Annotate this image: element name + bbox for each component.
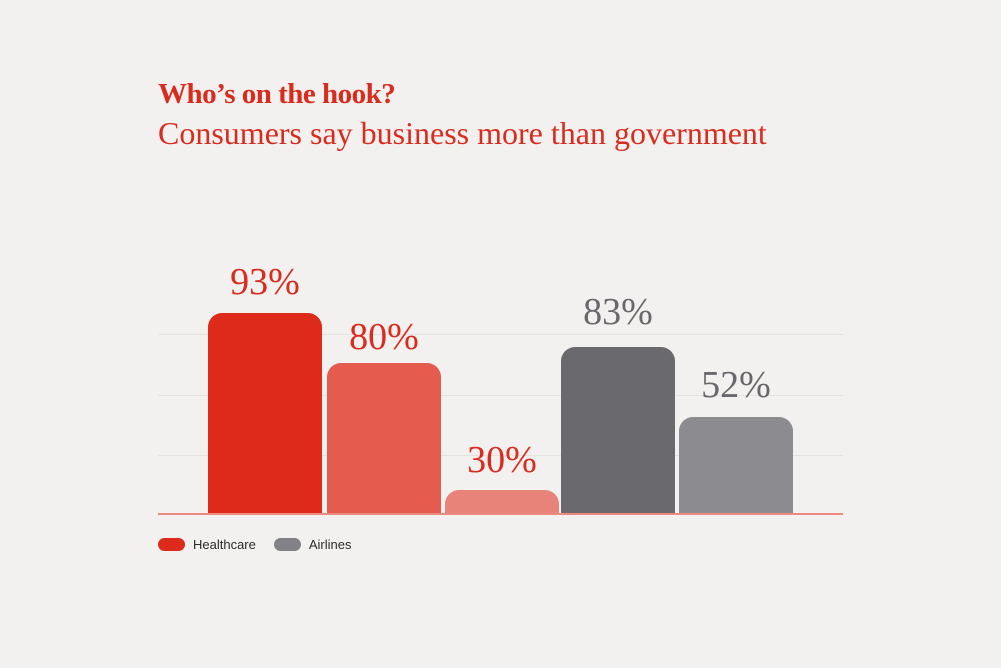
x-axis-baseline bbox=[158, 513, 843, 515]
gridline bbox=[158, 334, 843, 335]
chart-header: Who’s on the hook? Consumers say busines… bbox=[158, 78, 767, 151]
legend-label: Healthcare bbox=[193, 537, 256, 552]
bar-healthcare-80 bbox=[327, 363, 441, 514]
gridline bbox=[158, 455, 843, 456]
bar-airlines-83 bbox=[561, 347, 675, 514]
bar-value-label-30: 30% bbox=[467, 439, 537, 481]
bar-value-label-52: 52% bbox=[701, 364, 771, 406]
bar-value-label-83: 83% bbox=[583, 291, 653, 333]
bar-healthcare-30 bbox=[445, 490, 559, 514]
chart-subtitle: Consumers say business more than governm… bbox=[158, 115, 767, 151]
legend-swatch-icon bbox=[273, 538, 301, 551]
bar-value-label-93: 93% bbox=[230, 261, 300, 303]
bar-value-label-80: 80% bbox=[349, 316, 419, 358]
chart-legend: Healthcare Airlines bbox=[158, 537, 352, 552]
chart-title: Who’s on the hook? bbox=[158, 78, 396, 110]
legend-item-healthcare: Healthcare bbox=[158, 537, 256, 552]
bar-airlines-52 bbox=[679, 417, 793, 514]
bar-healthcare-93 bbox=[208, 313, 322, 514]
gridline bbox=[158, 395, 843, 396]
legend-swatch-icon bbox=[158, 538, 185, 551]
legend-item-airlines: Airlines bbox=[273, 537, 352, 552]
legend-label: Airlines bbox=[308, 537, 352, 552]
